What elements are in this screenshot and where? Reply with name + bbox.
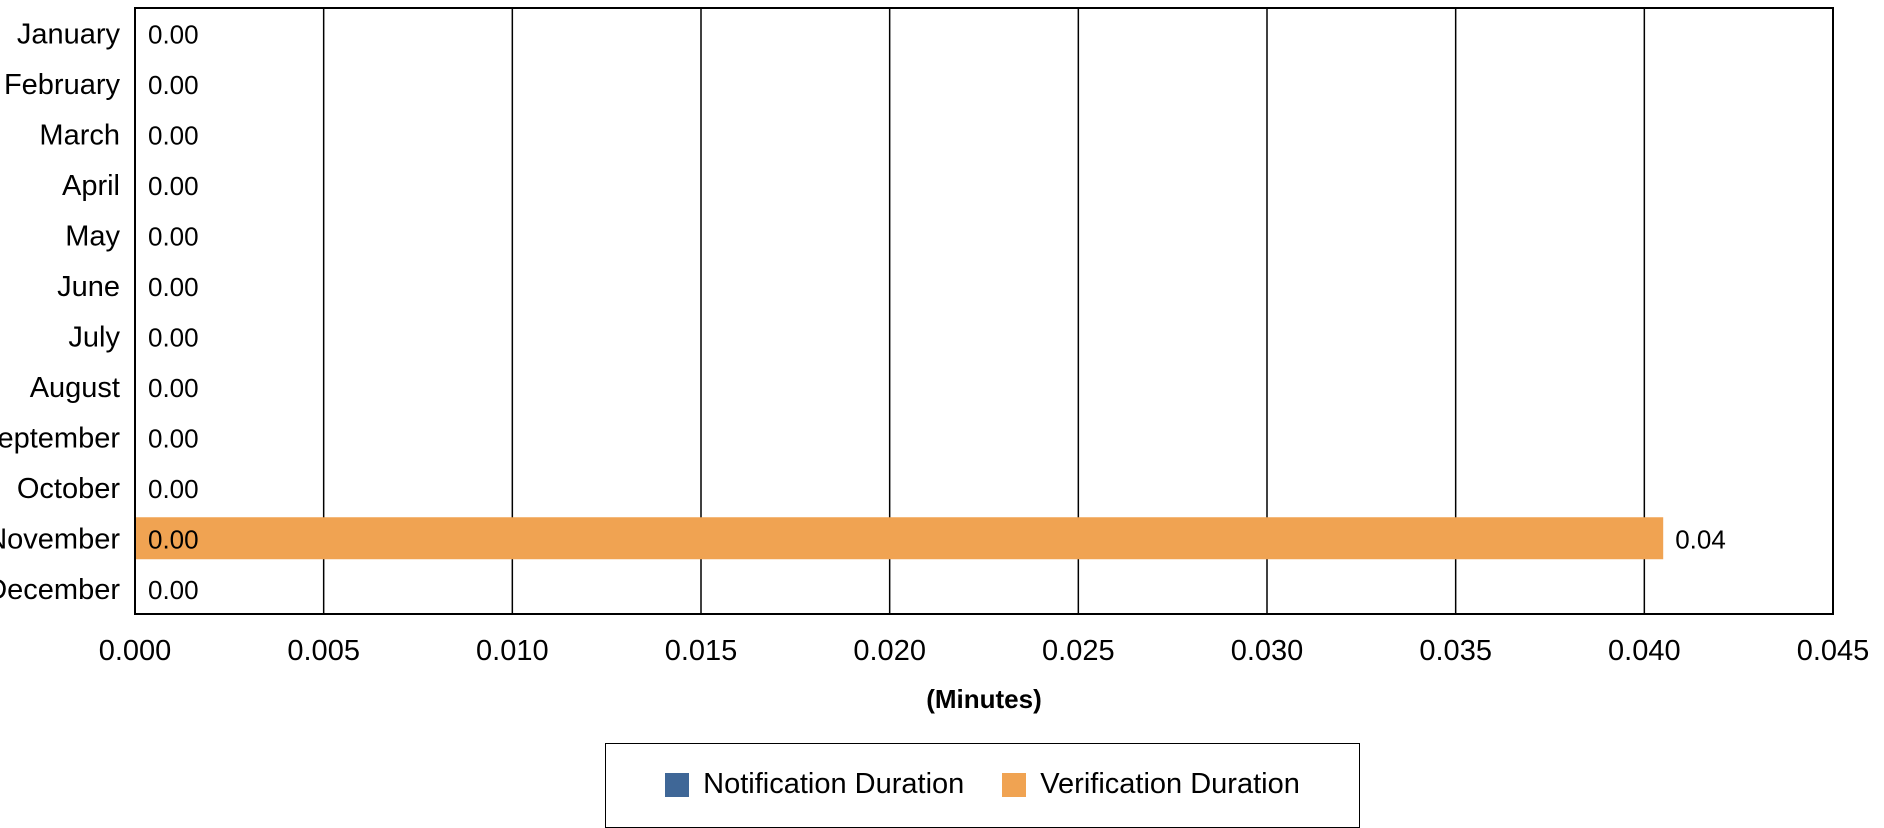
data-label: 0.00 (148, 70, 199, 100)
data-label: 0.00 (148, 171, 199, 201)
legend: Notification Duration Verification Durat… (605, 743, 1360, 828)
data-label: 0.00 (148, 524, 199, 554)
data-label: 0.00 (148, 322, 199, 352)
y-tick-label: November (0, 523, 120, 555)
data-label: 0.00 (148, 474, 199, 504)
x-tick-label: 0.030 (1231, 635, 1304, 667)
x-tick-label: 0.045 (1797, 635, 1870, 667)
legend-item-notification: Notification Duration (665, 768, 964, 801)
x-tick-label: 0.035 (1419, 635, 1492, 667)
x-tick-label: 0.005 (287, 635, 360, 667)
data-label: 0.00 (148, 272, 199, 302)
x-tick-label: 0.010 (476, 635, 549, 667)
data-label: 0.04 (1675, 524, 1726, 554)
y-tick-label: July (68, 321, 120, 353)
plot-frame (134, 7, 1834, 615)
grid-lines (322, 8, 1646, 614)
y-tick-label: December (0, 574, 120, 606)
x-axis-labels: 0.000 0.005 0.010 0.015 0.020 0.025 0.030 0.035… (99, 635, 1870, 667)
y-tick-label: April (62, 170, 120, 202)
y-axis-labels: January February March April May June July Augu… (0, 18, 120, 606)
y-tick-label: May (65, 220, 120, 252)
legend-swatch-verification (1002, 772, 1027, 797)
legend-swatch-notification (665, 772, 690, 797)
legend-label-verification: Verification Duration (1040, 768, 1300, 800)
x-tick-label: 0.040 (1608, 635, 1681, 667)
x-tick-label: 0.000 (99, 635, 172, 667)
data-label: 0.00 (148, 575, 199, 605)
y-tick-label: September (0, 422, 120, 454)
y-tick-label: March (39, 119, 120, 151)
bar-group (135, 517, 1664, 560)
x-axis-title: (Minutes) (926, 684, 1042, 714)
y-tick-label: October (17, 473, 120, 505)
y-tick-label: June (57, 271, 120, 303)
bar (135, 517, 1664, 560)
y-tick-label: February (4, 69, 121, 101)
x-tick-label: 0.025 (1042, 635, 1115, 667)
legend-item-verification: Verification Duration (1002, 768, 1300, 801)
data-label: 0.00 (148, 120, 199, 150)
data-label: 0.00 (148, 373, 199, 403)
legend-label-notification: Notification Duration (703, 768, 965, 800)
data-labels: 0.00 0.00 0.00 0.00 0.00 0.00 0.00 0.00 0.00 0.00… (148, 19, 1726, 605)
x-tick-label: 0.015 (665, 635, 738, 667)
x-tick-label: 0.020 (853, 635, 926, 667)
y-tick-label: August (30, 372, 120, 404)
data-label: 0.00 (148, 221, 199, 251)
data-label: 0.00 (148, 19, 199, 49)
y-tick-label: January (17, 18, 121, 50)
data-label: 0.00 (148, 423, 199, 453)
